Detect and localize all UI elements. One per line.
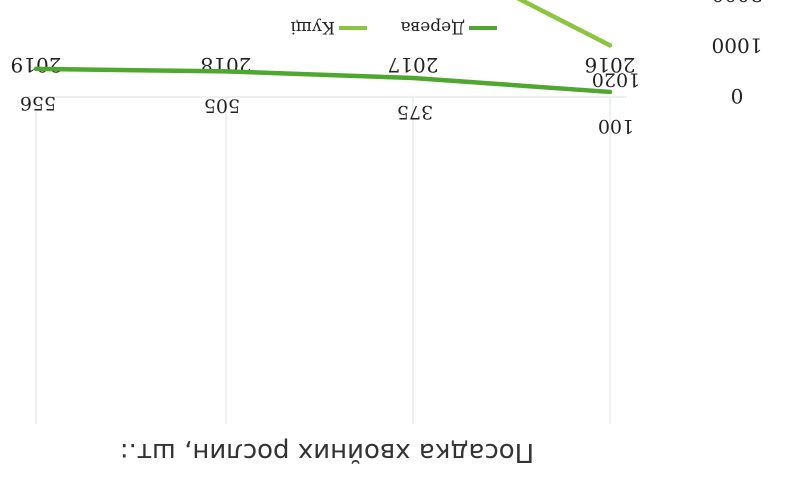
x-tick-label: 2017 [388, 53, 439, 77]
y-tick-label: 2000 [712, 0, 763, 7]
chart-title: Посадка хвойних рослин, шт.: [120, 437, 534, 467]
data-label: 100 [598, 115, 634, 137]
data-label: 375 [397, 101, 433, 123]
legend-label: Кущі [290, 17, 335, 37]
y-tick-label: 1000 [712, 33, 763, 57]
data-label: 556 [20, 92, 56, 114]
y-tick-label: 0 [731, 84, 744, 108]
legend-label: Дерева [400, 17, 465, 37]
data-label: 1020 [592, 68, 640, 90]
series-line-1 [33, 66, 613, 95]
data-label: 505 [204, 94, 240, 116]
x-tick-label: 2019 [11, 53, 62, 77]
x-tick-label: 2016 [585, 53, 636, 77]
